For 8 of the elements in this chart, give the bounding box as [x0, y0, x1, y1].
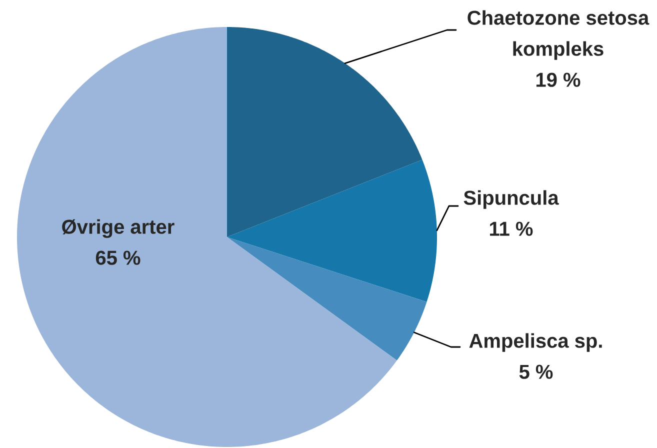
slice-label: Chaetozone setosa kompleks — [468, 10, 650, 60]
slice-label: Ampelisca sp. — [469, 333, 602, 352]
data-label: 11 % — [490, 222, 533, 236]
data-label: 5 % — [519, 364, 553, 379]
slice-label: Øvrige arter — [62, 219, 174, 238]
data-label: 19 % — [536, 72, 580, 87]
slice-label: Sipuncula — [464, 190, 559, 209]
data-label: 65 % — [96, 250, 140, 265]
